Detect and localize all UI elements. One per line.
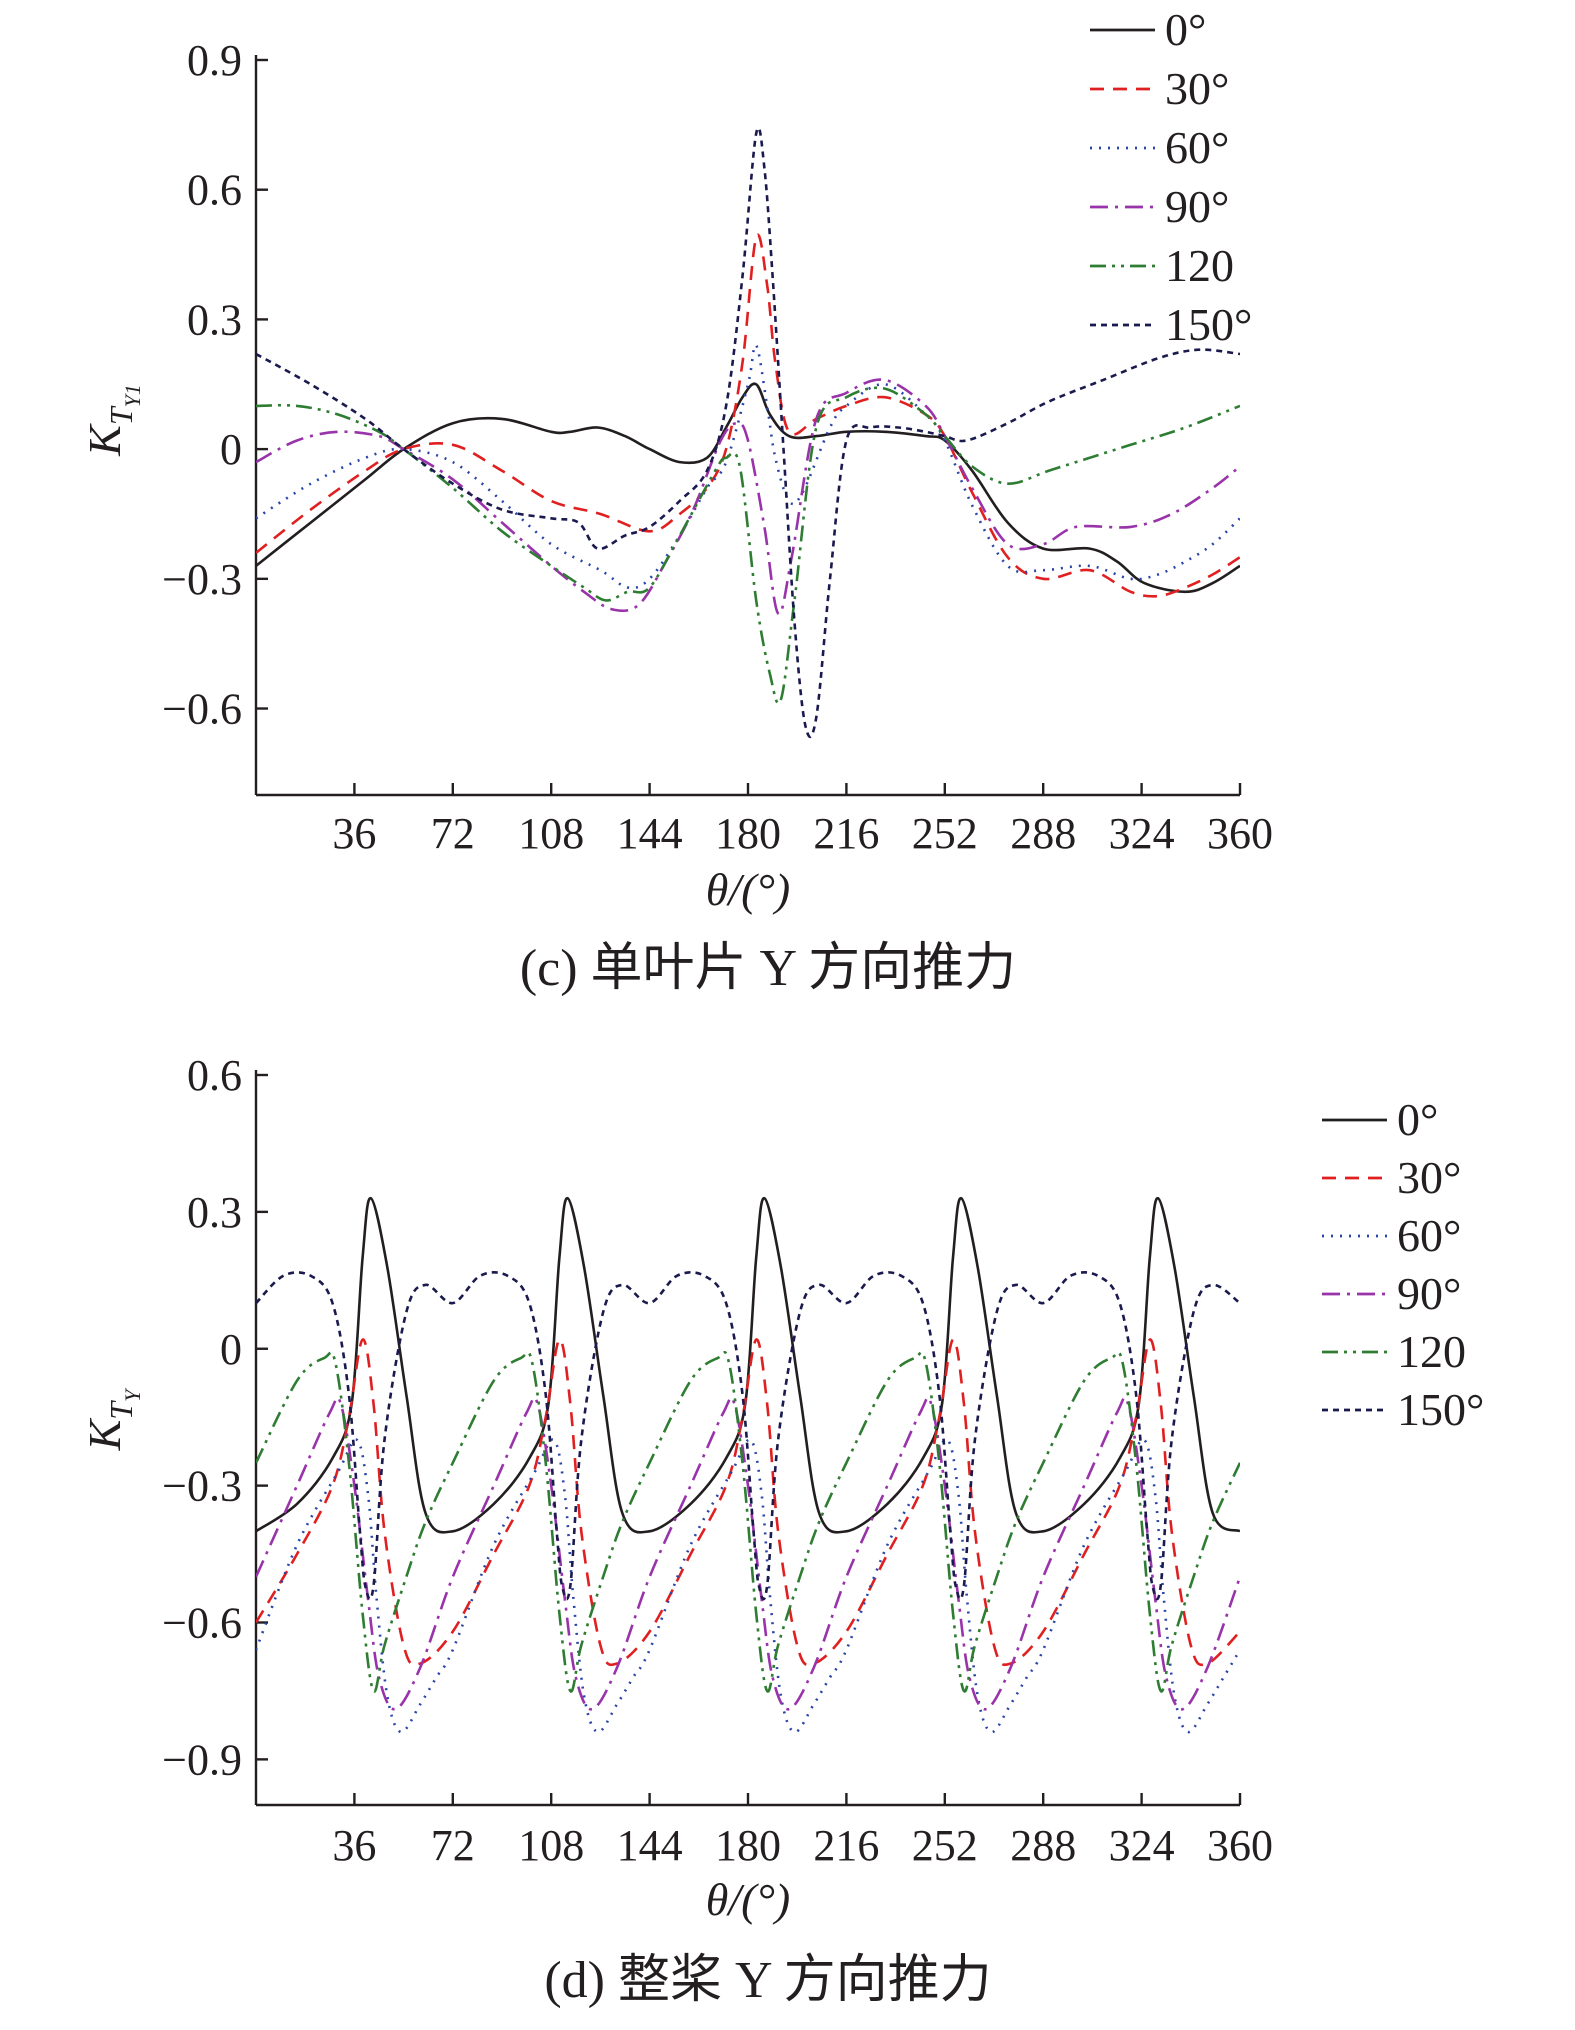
legend-label: 120 <box>1165 240 1234 291</box>
y-axis-label: KTY1 <box>79 384 145 457</box>
chart-caption: (d) 整桨 Y 方向推力 <box>544 1952 991 2009</box>
x-tick-label: 144 <box>617 1821 683 1870</box>
x-tick-label: 72 <box>431 1821 475 1870</box>
y-tick-label: −0.3 <box>162 1462 242 1511</box>
legend-label: 150° <box>1397 1384 1484 1435</box>
legend-label: 0° <box>1397 1094 1438 1145</box>
x-tick-label: 288 <box>1010 809 1076 858</box>
y-label-sub: T <box>103 1400 139 1420</box>
x-tick-label: 216 <box>813 1821 879 1870</box>
series-line-2 <box>256 343 1240 590</box>
x-tick-label: 360 <box>1207 809 1273 858</box>
y-axis-label-text: KTY1 <box>79 384 145 457</box>
series-line-0 <box>256 382 1240 594</box>
x-tick-label: 108 <box>518 809 584 858</box>
x-axis-label: θ/(°) <box>706 864 790 915</box>
y-tick-label: −0.9 <box>162 1735 242 1784</box>
chart-panel-c: 0.9 0.6 0.3 0 −0.3 −0.6 36 72 108 144 180 216 252 288… <box>79 4 1273 997</box>
y-tick-label: −0.6 <box>162 685 242 734</box>
y-label-subsub: Y <box>120 1387 145 1402</box>
x-axis-label: θ/(°) <box>706 1874 790 1925</box>
series-line-1 <box>256 233 1240 598</box>
y-label-main: K <box>79 1417 130 1451</box>
chart-panel-d: 0.6 0.3 0 −0.3 −0.6 −0.9 36 72 108 144 180 216 252 28… <box>79 1051 1484 2009</box>
x-tick-label: 324 <box>1109 809 1175 858</box>
y-tick-label: −0.3 <box>162 555 242 604</box>
x-tick-label: 216 <box>813 809 879 858</box>
legend-label: 90° <box>1165 181 1229 232</box>
x-tick-label: 360 <box>1207 1821 1273 1870</box>
x-tick-label: 72 <box>431 809 475 858</box>
legend-label: 120 <box>1397 1326 1466 1377</box>
series-line-5 <box>256 126 1240 738</box>
x-tick-label: 108 <box>518 1821 584 1870</box>
x-tick-label: 180 <box>715 1821 781 1870</box>
y-tick-label: −0.6 <box>162 1599 242 1648</box>
legend-label: 150° <box>1165 299 1252 350</box>
y-tick-label: 0 <box>220 1325 242 1374</box>
series-line-4 <box>256 386 1240 705</box>
legend-label: 30° <box>1165 63 1229 114</box>
x-tick-label: 180 <box>715 809 781 858</box>
x-tick-label: 144 <box>617 809 683 858</box>
series-line-3 <box>256 378 1240 616</box>
y-label-sub: T <box>103 405 139 425</box>
y-tick-label: 0.9 <box>187 36 242 85</box>
legend-label: 90° <box>1397 1268 1461 1319</box>
series-line-3 <box>256 1396 1240 1711</box>
series-line-1 <box>256 1338 1240 1667</box>
x-tick-label: 288 <box>1010 1821 1076 1870</box>
x-tick-label: 252 <box>912 809 978 858</box>
y-axis-label-text: KTY <box>79 1387 145 1451</box>
x-tick-label: 36 <box>332 809 376 858</box>
y-tick-label: 0.6 <box>187 1051 242 1100</box>
y-axis-label: KTY <box>79 1387 145 1451</box>
legend-label: 60° <box>1165 122 1229 173</box>
legend-label: 0° <box>1165 4 1206 55</box>
y-tick-label: 0.3 <box>187 295 242 344</box>
series-line-5 <box>256 1271 1240 1601</box>
y-label-subsub: Y1 <box>120 384 145 407</box>
x-tick-label: 324 <box>1109 1821 1175 1870</box>
y-tick-label: 0.6 <box>187 166 242 215</box>
legend-label: 30° <box>1397 1152 1461 1203</box>
y-label-main: K <box>79 423 130 457</box>
series-line-4 <box>256 1351 1240 1693</box>
x-tick-label: 252 <box>912 1821 978 1870</box>
legend-label: 60° <box>1397 1210 1461 1261</box>
y-tick-label: 0 <box>220 425 242 474</box>
series-line-0 <box>256 1196 1240 1534</box>
y-tick-label: 0.3 <box>187 1188 242 1237</box>
x-tick-label: 36 <box>332 1821 376 1870</box>
chart-caption: (c) 单叶片 Y 方向推力 <box>520 940 1016 997</box>
